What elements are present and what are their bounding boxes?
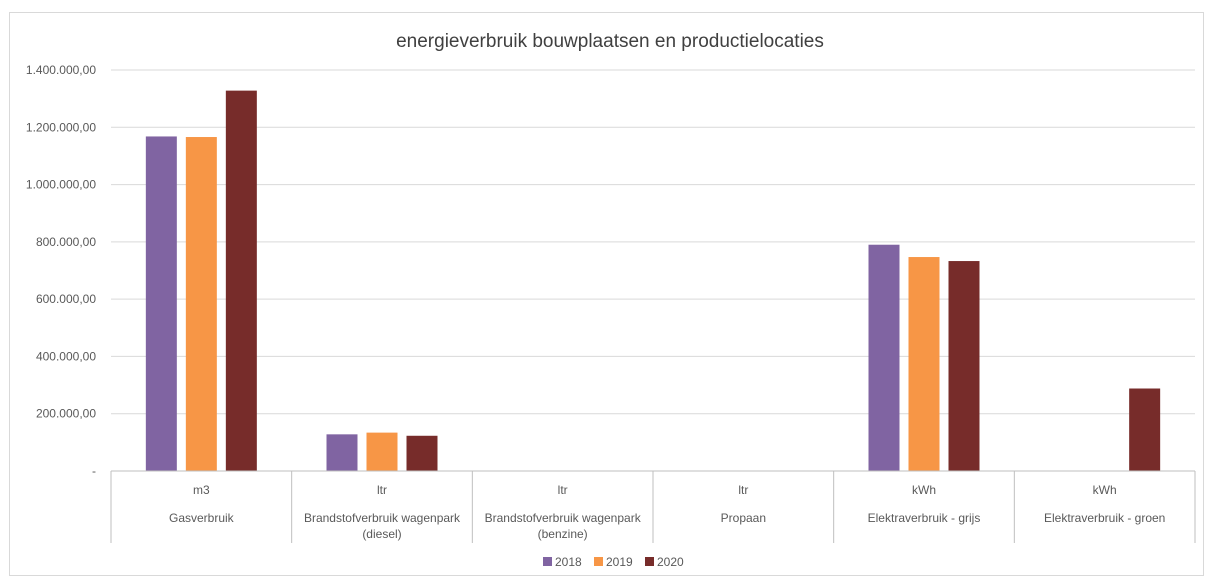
x-unit-label: ltr — [558, 483, 568, 497]
x-category-label: Elektraverbruik - grijs — [868, 511, 981, 525]
y-tick-label: 400.000,00 — [36, 349, 96, 363]
chart-title: energieverbruik bouwplaatsen en producti… — [396, 31, 824, 52]
x-unit-label: m3 — [193, 483, 210, 497]
bar-2018 — [326, 434, 358, 471]
bar-2018 — [868, 244, 900, 471]
bar-2020 — [1129, 388, 1161, 471]
y-tick-label: 1.400.000,00 — [26, 63, 96, 77]
x-unit-label: ltr — [738, 483, 748, 497]
legend-swatch-2019 — [594, 557, 603, 566]
y-tick-label: 600.000,00 — [36, 292, 96, 306]
legend-swatch-2018 — [543, 557, 552, 566]
legend-label: 2018 — [555, 555, 582, 569]
x-category-label: (diesel) — [362, 527, 401, 541]
legend-label: 2020 — [657, 555, 684, 569]
legend-label: 2019 — [606, 555, 633, 569]
x-category-label: Gasverbruik — [169, 511, 235, 525]
y-tick-label: 800.000,00 — [36, 235, 96, 249]
x-unit-label: kWh — [1093, 483, 1117, 497]
y-tick-label: 1.200.000,00 — [26, 120, 96, 134]
x-unit-label: kWh — [912, 483, 936, 497]
y-tick-label: - — [92, 464, 96, 478]
x-category-label: (benzine) — [538, 527, 588, 541]
bar-2020 — [948, 261, 980, 471]
legend-swatch-2020 — [645, 557, 654, 566]
y-tick-label: 1.000.000,00 — [26, 178, 96, 192]
x-category-label: Brandstofverbruik wagenpark — [485, 511, 642, 525]
x-category-label: Propaan — [721, 511, 766, 525]
x-unit-label: ltr — [377, 483, 387, 497]
bar-2019 — [908, 257, 940, 471]
bar-2020 — [225, 90, 257, 471]
x-category-label: Brandstofverbruik wagenpark — [304, 511, 461, 525]
bar-2019 — [185, 137, 217, 471]
bar-2020 — [406, 435, 438, 471]
x-category-label: Elektraverbruik - groen — [1044, 511, 1165, 525]
y-tick-label: 200.000,00 — [36, 407, 96, 421]
bar-2018 — [145, 136, 177, 472]
bar-2019 — [366, 432, 398, 471]
